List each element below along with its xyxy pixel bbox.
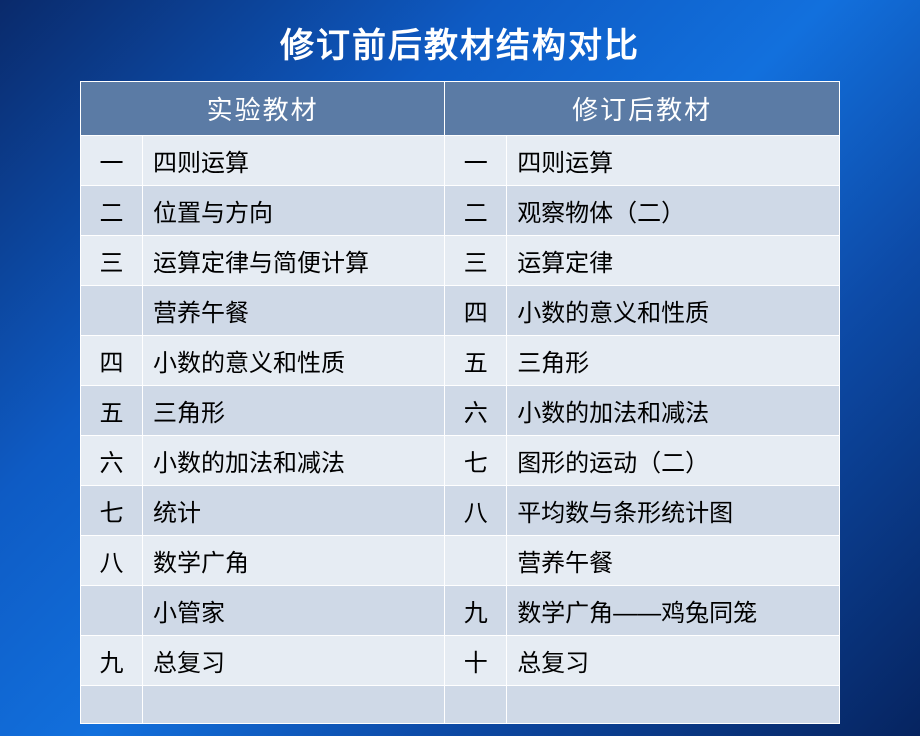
left-content xyxy=(143,686,445,724)
left-content: 数学广角 xyxy=(143,536,445,586)
left-content: 总复习 xyxy=(143,636,445,686)
table-row: 八数学广角 营养午餐 xyxy=(81,536,840,586)
left-number: 三 xyxy=(81,236,143,286)
comparison-table: 实验教材 修订后教材 一四则运算一四则运算二位置与方向二观察物体（二）三运算定律… xyxy=(80,81,840,724)
left-number: 八 xyxy=(81,536,143,586)
left-number: 二 xyxy=(81,186,143,236)
right-number: 九 xyxy=(445,586,507,636)
left-number: 一 xyxy=(81,136,143,186)
right-content: 营养午餐 xyxy=(507,536,840,586)
right-number: 七 xyxy=(445,436,507,486)
table-row: 三运算定律与简便计算三运算定律 xyxy=(81,236,840,286)
right-content: 总复习 xyxy=(507,636,840,686)
left-content: 营养午餐 xyxy=(143,286,445,336)
table-row: 一四则运算一四则运算 xyxy=(81,136,840,186)
table-body: 一四则运算一四则运算二位置与方向二观察物体（二）三运算定律与简便计算三运算定律营… xyxy=(81,136,840,724)
right-number: 五 xyxy=(445,336,507,386)
right-content: 图形的运动（二） xyxy=(507,436,840,486)
right-content: 小数的意义和性质 xyxy=(507,286,840,336)
left-content: 位置与方向 xyxy=(143,186,445,236)
left-number: 九 xyxy=(81,636,143,686)
left-number: 四 xyxy=(81,336,143,386)
right-number: 六 xyxy=(445,386,507,436)
table-row: 小管家九数学广角——鸡兔同笼 xyxy=(81,586,840,636)
table-row: 七统计八平均数与条形统计图 xyxy=(81,486,840,536)
table-row: 六小数的加法和减法七图形的运动（二） xyxy=(81,436,840,486)
table-header-row: 实验教材 修订后教材 xyxy=(81,82,840,136)
right-number: 二 xyxy=(445,186,507,236)
left-number xyxy=(81,586,143,636)
right-content: 平均数与条形统计图 xyxy=(507,486,840,536)
table-row: 营养午餐四小数的意义和性质 xyxy=(81,286,840,336)
left-number: 七 xyxy=(81,486,143,536)
left-number: 五 xyxy=(81,386,143,436)
left-content: 小数的意义和性质 xyxy=(143,336,445,386)
table-row: 二位置与方向二观察物体（二） xyxy=(81,186,840,236)
left-content: 四则运算 xyxy=(143,136,445,186)
left-content: 小管家 xyxy=(143,586,445,636)
table-row: 九总复习十总复习 xyxy=(81,636,840,686)
right-content: 三角形 xyxy=(507,336,840,386)
right-number: 三 xyxy=(445,236,507,286)
right-number: 八 xyxy=(445,486,507,536)
table-row xyxy=(81,686,840,724)
left-number xyxy=(81,686,143,724)
left-content: 运算定律与简便计算 xyxy=(143,236,445,286)
left-content: 统计 xyxy=(143,486,445,536)
right-content: 运算定律 xyxy=(507,236,840,286)
table-row: 五三角形六小数的加法和减法 xyxy=(81,386,840,436)
table-row: 四小数的意义和性质五三角形 xyxy=(81,336,840,386)
right-content xyxy=(507,686,840,724)
right-number xyxy=(445,686,507,724)
comparison-table-wrap: 实验教材 修订后教材 一四则运算一四则运算二位置与方向二观察物体（二）三运算定律… xyxy=(80,81,840,724)
header-right: 修订后教材 xyxy=(445,82,840,136)
right-content: 四则运算 xyxy=(507,136,840,186)
right-content: 观察物体（二） xyxy=(507,186,840,236)
left-number: 六 xyxy=(81,436,143,486)
right-number: 一 xyxy=(445,136,507,186)
right-number xyxy=(445,536,507,586)
right-number: 十 xyxy=(445,636,507,686)
left-number xyxy=(81,286,143,336)
page-title: 修订前后教材结构对比 xyxy=(280,18,640,67)
right-content: 小数的加法和减法 xyxy=(507,386,840,436)
header-left: 实验教材 xyxy=(81,82,445,136)
right-content: 数学广角——鸡兔同笼 xyxy=(507,586,840,636)
left-content: 三角形 xyxy=(143,386,445,436)
right-number: 四 xyxy=(445,286,507,336)
left-content: 小数的加法和减法 xyxy=(143,436,445,486)
